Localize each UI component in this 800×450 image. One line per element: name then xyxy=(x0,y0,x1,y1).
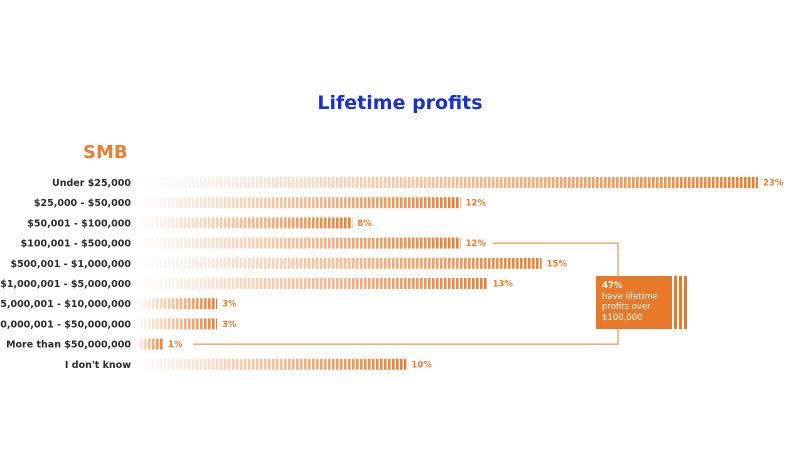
value-label-6: 3% xyxy=(222,300,237,310)
category-label-4: $500,001 - $1,000,000 xyxy=(10,259,131,270)
bar-1 xyxy=(136,197,461,209)
category-label-6: $5,000,001 - $10,000,000 xyxy=(0,299,131,310)
value-label-2: 8% xyxy=(357,219,372,229)
callout-box: 47% have lifetime profits over $100,000 xyxy=(596,276,672,329)
category-label-0: Under $25,000 xyxy=(52,178,131,189)
bar-9 xyxy=(136,358,407,370)
callout-stripes xyxy=(674,276,687,329)
category-label-2: $50,001 - $100,000 xyxy=(27,218,131,229)
bar-4 xyxy=(136,257,542,269)
value-label-8: 1% xyxy=(168,340,183,350)
chart-title: Lifetime profits xyxy=(317,92,483,114)
value-label-5: 13% xyxy=(493,280,514,290)
bar-2 xyxy=(136,217,353,229)
callout-text: have lifetime profits over $100,000 xyxy=(602,291,658,323)
bar-7 xyxy=(136,318,218,330)
category-label-1: $25,000 - $50,000 xyxy=(34,198,131,209)
value-label-9: 10% xyxy=(411,360,432,370)
bar-5 xyxy=(136,278,488,289)
value-label-3: 12% xyxy=(466,239,487,249)
bar-3 xyxy=(136,237,461,249)
value-label-0: 23% xyxy=(763,179,784,189)
bar-6 xyxy=(136,298,218,310)
bar-8 xyxy=(136,338,164,350)
category-label-5: $1,000,001 - $5,000,000 xyxy=(0,279,131,290)
chart-subtitle: SMB xyxy=(83,142,128,163)
category-label-8: More than $50,000,000 xyxy=(6,340,131,351)
category-label-9: I don't know xyxy=(65,360,131,371)
value-label-7: 3% xyxy=(222,320,237,330)
value-label-4: 15% xyxy=(547,259,568,269)
bar-0 xyxy=(136,177,758,188)
callout-percent: 47% xyxy=(602,281,623,291)
category-label-7: $10,000,001 - $50,000,000 xyxy=(0,319,131,330)
category-label-3: $100,001 - $500,000 xyxy=(21,239,132,250)
value-label-1: 12% xyxy=(466,199,487,209)
